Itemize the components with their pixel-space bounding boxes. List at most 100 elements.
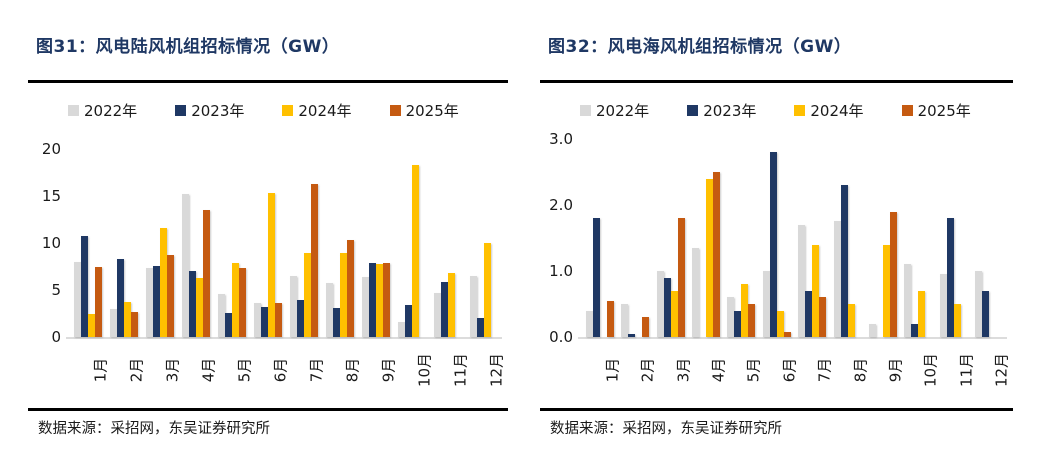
bar [705,179,713,337]
legend-swatch-icon [687,104,699,116]
bar-group [833,185,862,337]
chart-title: 图31：风电陆风机组招标情况（GW） [36,37,340,58]
x-axis-tick-label-text: 7月 [307,357,326,383]
x-axis-line [66,337,502,339]
legend-item: 2022年 [580,100,649,121]
bar-group [326,240,354,337]
legend-label: 2022年 [596,101,650,120]
bar [253,303,261,337]
x-axis-tick-label: 5月 [233,342,255,398]
bar [290,276,297,337]
x-axis-tick-label-text: 9月 [379,357,398,383]
bar [124,302,131,337]
bar [642,317,650,337]
bar [484,243,491,337]
bar [146,268,153,337]
bar [663,278,671,337]
bar-group [762,152,791,337]
bar-group [218,263,246,337]
bar [225,313,232,337]
x-axis-tick-label: 9月 [884,342,906,398]
bar [798,225,806,337]
x-axis-tick-label: 8月 [341,342,363,398]
x-axis-tick-label: 9月 [377,342,399,398]
y-axis-tick-label: 10 [41,234,61,252]
bar [87,314,95,337]
bar [304,253,311,337]
bar [239,268,246,337]
bar [260,307,268,337]
bar [975,271,983,337]
x-axis-tick-label-text: 4月 [199,357,218,383]
bar [939,274,947,337]
bar [734,311,742,337]
bar [188,271,196,337]
bar [376,264,383,337]
source-note: 数据来源：采招网，东吴证券研究所 [38,421,270,437]
x-axis-tick-label-text: 6月 [271,357,290,383]
bar-group [470,243,498,337]
legend-swatch-icon [794,104,806,116]
bar [592,218,600,337]
legend-item: 2025年 [901,100,971,121]
plot-area: 0 5 10 15 20 [42,140,502,346]
source-note: 数据来源：采招网，东吴证券研究所 [550,421,782,437]
bar-group [73,236,102,337]
bar [383,263,390,337]
bar [434,293,441,337]
bar [727,297,735,337]
legend-item: 2023年 [175,100,244,121]
x-axis-tick-label: 3月 [161,342,183,398]
legend-item: 2022年 [68,100,137,121]
x-axis-tick-label-text: 11月 [957,352,976,388]
x-axis-tick-label: 4月 [197,342,219,398]
bar [812,245,820,337]
bar [333,308,340,337]
bar [153,266,160,337]
bar [805,291,813,337]
bar [274,303,282,337]
bar [404,305,412,337]
bar [73,262,81,337]
onshore-wind-chart-panel: 图31：风电陆风机组招标情况（GW） 2022年 2023年 2024年 2025年 … [28,0,508,474]
y-axis-tick-label: 2.0 [549,196,573,214]
x-axis-tick-label: 6月 [269,342,291,398]
y-axis-tick-label: 1.0 [549,262,573,280]
x-axis-labels: 1月 2月 3月 4月 5月 6月 7月 8月 9月 10月 11月 12月 [594,342,1019,400]
chart-legend: 2022年 2023年 2024年 2025年 [580,100,971,120]
x-axis-tick-label-text: 7月 [815,357,834,383]
bar [946,218,954,337]
bar-group [939,218,968,337]
x-axis-tick-label: 7月 [305,342,327,398]
legend-label: 2023年 [191,101,245,120]
x-axis-tick-label-text: 1月 [603,357,622,383]
title-divider-line [540,80,1013,83]
chart-legend: 2022年 2023年 2024年 2025年 [68,100,459,120]
x-axis-tick-label: 12月 [485,342,507,398]
x-axis-tick-label: 7月 [813,342,835,398]
x-axis-tick-label: 5月 [742,342,764,398]
legend-item: 2024年 [794,100,864,121]
bar [297,300,304,337]
bar [656,271,664,337]
x-axis-labels: 1月 2月 3月 4月 5月 6月 7月 8月 9月 10月 11月 12月 [82,342,514,400]
legend-label: 2024年 [298,101,352,120]
legend-swatch-icon [68,104,79,116]
legend-label: 2022年 [84,101,138,120]
bar [80,236,88,337]
bar [776,311,784,337]
y-axis-tick-label: 15 [41,187,61,205]
bar-group [656,218,685,337]
bar [267,193,275,337]
y-axis: 0.0 1.0 2.0 3.0 [542,130,582,346]
x-axis-tick-label: 10月 [919,342,941,398]
bar [160,228,167,337]
plot-area: 0.0 1.0 2.0 3.0 [549,130,1007,346]
y-axis-tick-label: 3.0 [549,130,573,148]
x-axis-tick-label: 8月 [849,342,871,398]
bar [477,318,484,337]
x-axis-tick-label: 1月 [601,342,623,398]
bar [585,311,593,337]
x-axis-tick-label-text: 8月 [851,357,870,383]
bar [911,324,919,337]
